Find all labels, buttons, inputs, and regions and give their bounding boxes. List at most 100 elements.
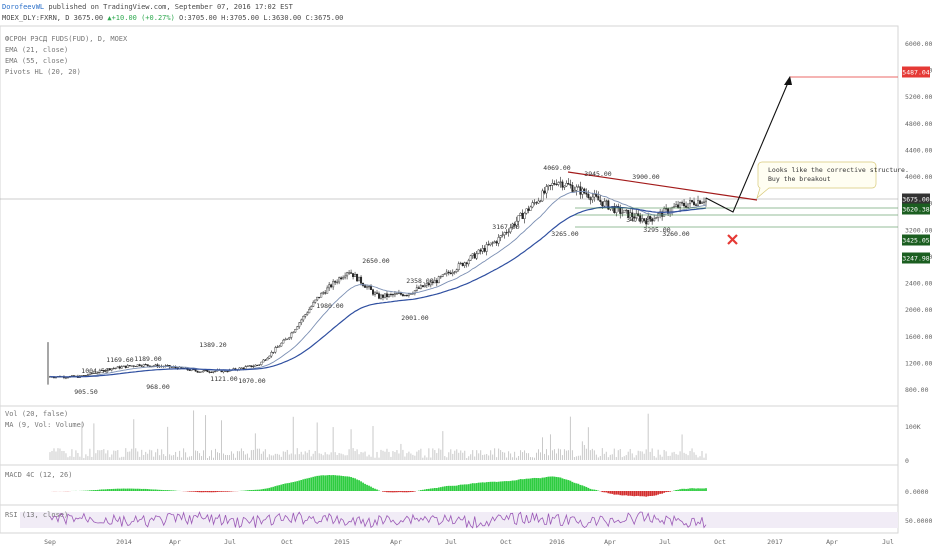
candle-body xyxy=(409,293,412,295)
candle-body xyxy=(94,372,97,374)
price-tick: 2400.00 xyxy=(905,280,932,288)
candle-body xyxy=(681,202,684,204)
time-tick: Apr xyxy=(604,538,616,546)
author-link[interactable]: DorofeevWL xyxy=(2,3,45,11)
candle-body xyxy=(383,293,386,298)
candle-body xyxy=(537,200,540,204)
candle-body xyxy=(198,371,201,373)
candle-body xyxy=(240,367,243,369)
candle-body xyxy=(326,287,329,294)
candle-body xyxy=(92,372,95,374)
candle-body xyxy=(405,294,408,296)
candle-body xyxy=(98,369,101,373)
candle-body xyxy=(567,183,570,185)
candle-body xyxy=(366,286,369,288)
candle-body xyxy=(376,292,379,294)
pivot-label: 3900.00 xyxy=(632,173,659,181)
candle-body xyxy=(465,262,468,265)
price-tags: 5487.04 3675.00 3620.38 3425.05 3247.98 xyxy=(902,66,930,264)
candle-body xyxy=(258,364,261,366)
candle-body xyxy=(545,186,548,194)
candle-body xyxy=(328,284,331,289)
pivot-label: 1189.00 xyxy=(134,355,161,363)
candle-body xyxy=(607,200,610,210)
chart-header: DorofeevWL published on TradingView.com,… xyxy=(2,2,343,24)
pivot-label: 1070.00 xyxy=(238,377,265,385)
candle-body xyxy=(455,269,458,272)
candle-body xyxy=(110,368,113,371)
candle-body xyxy=(473,253,476,259)
candle-body xyxy=(457,263,460,270)
published-text: published on TradingView.com, September … xyxy=(44,3,293,11)
time-tick: Oct xyxy=(281,538,293,546)
candle-body xyxy=(649,216,652,220)
candle-body xyxy=(314,299,317,303)
price-tag-label: 3620.38 xyxy=(902,206,929,214)
candle-body xyxy=(276,346,279,348)
candle-body xyxy=(108,368,111,371)
price-tag-bg xyxy=(902,234,930,246)
candle-body xyxy=(639,215,642,222)
candle-body xyxy=(250,365,253,368)
candle-body xyxy=(603,201,606,207)
price-tick: 1200.00 xyxy=(905,359,932,367)
candle-body xyxy=(587,194,590,198)
candle-body xyxy=(352,273,355,277)
pivot-label: 905.50 xyxy=(74,388,98,396)
symbol-line: MOEX_DLY:FXRN, D 3675.00 xyxy=(2,14,104,22)
time-tick: Jul xyxy=(224,538,236,546)
candle-body xyxy=(118,366,121,369)
candle-body xyxy=(433,280,436,284)
candle-body xyxy=(543,190,546,194)
candle-body xyxy=(453,271,456,273)
pivot-label: 2358.00 xyxy=(406,277,433,285)
main-pane xyxy=(0,25,899,407)
candle-body xyxy=(356,274,359,282)
candle-body xyxy=(637,213,640,216)
candle-body xyxy=(254,364,257,367)
candle-body xyxy=(531,202,534,208)
candle-body xyxy=(435,280,438,284)
candle-body xyxy=(286,338,289,340)
price-tick: 4400.00 xyxy=(905,146,932,154)
candle-body xyxy=(703,201,706,203)
candle-body xyxy=(633,216,636,219)
candle-body xyxy=(679,202,682,208)
candle-body xyxy=(533,202,536,204)
candle-body xyxy=(148,365,151,367)
candle-body xyxy=(621,212,624,214)
candle-body xyxy=(641,218,644,222)
time-tick: Jul xyxy=(659,538,671,546)
candle-body xyxy=(282,339,285,344)
candle-body xyxy=(200,371,203,373)
candle-body xyxy=(677,204,680,208)
price-tick: 6000.00 xyxy=(905,40,932,48)
candle-body xyxy=(483,248,486,252)
candle-body xyxy=(393,293,396,296)
candle-body xyxy=(270,352,273,357)
pivot-label: 3470.00 xyxy=(626,216,653,224)
candle-body xyxy=(549,184,552,186)
candle-body xyxy=(320,292,323,298)
candle-body xyxy=(601,201,604,207)
candle-body xyxy=(278,345,281,348)
candle-body xyxy=(595,194,598,197)
candle-body xyxy=(605,200,608,202)
candle-body xyxy=(615,206,618,213)
candle-body xyxy=(661,211,664,217)
candle-body xyxy=(447,271,450,274)
callout-line-2: Buy the breakout xyxy=(768,175,831,183)
candle-body xyxy=(623,209,626,214)
candle-body xyxy=(136,364,139,367)
candle-body xyxy=(561,181,564,188)
candle-body xyxy=(697,200,700,206)
candle-body xyxy=(421,285,424,288)
candle-body xyxy=(503,232,506,236)
macd-label: MACD 4C (12, 26) xyxy=(5,471,72,479)
macd-axis-0: 0.0000 xyxy=(905,488,929,496)
candle-body xyxy=(619,207,622,214)
candle-body xyxy=(280,342,283,347)
candle-body xyxy=(501,234,504,236)
candle-body xyxy=(370,286,373,290)
